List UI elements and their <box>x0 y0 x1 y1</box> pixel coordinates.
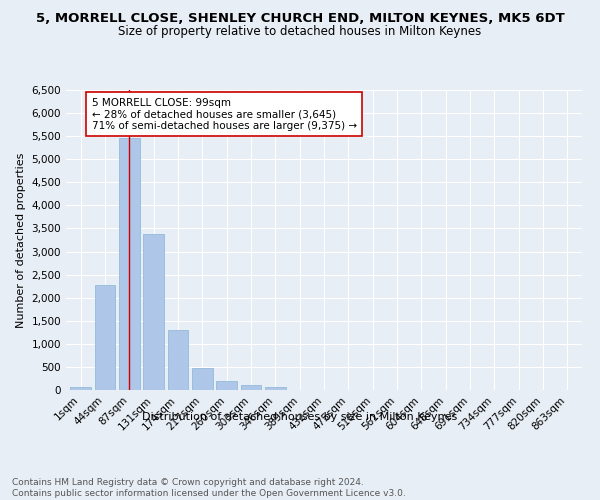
Text: Size of property relative to detached houses in Milton Keynes: Size of property relative to detached ho… <box>118 25 482 38</box>
Bar <box>241 385 262 390</box>
Bar <box>265 387 286 390</box>
Bar <box>167 330 188 390</box>
Bar <box>143 234 164 390</box>
Bar <box>192 368 212 390</box>
Text: 5, MORRELL CLOSE, SHENLEY CHURCH END, MILTON KEYNES, MK5 6DT: 5, MORRELL CLOSE, SHENLEY CHURCH END, MI… <box>35 12 565 26</box>
Text: Distribution of detached houses by size in Milton Keynes: Distribution of detached houses by size … <box>142 412 458 422</box>
Y-axis label: Number of detached properties: Number of detached properties <box>16 152 26 328</box>
Bar <box>70 386 91 390</box>
Bar <box>216 381 237 390</box>
Text: Contains HM Land Registry data © Crown copyright and database right 2024.
Contai: Contains HM Land Registry data © Crown c… <box>12 478 406 498</box>
Text: 5 MORRELL CLOSE: 99sqm
← 28% of detached houses are smaller (3,645)
71% of semi-: 5 MORRELL CLOSE: 99sqm ← 28% of detached… <box>92 98 356 130</box>
Bar <box>95 285 115 390</box>
Bar <box>119 138 140 390</box>
